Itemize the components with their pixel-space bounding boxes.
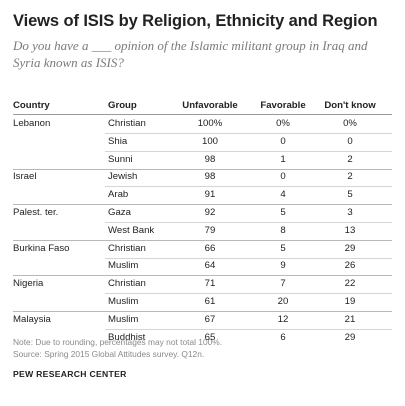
row-favorable-value: 5 bbox=[280, 207, 286, 218]
row-unfavorable-value: 65 bbox=[204, 331, 216, 343]
row-unfavorable-value: 67 bbox=[204, 313, 216, 325]
row-group: Muslim bbox=[108, 260, 139, 272]
chart-title: Views of ISIS by Religion, Ethnicity and… bbox=[13, 12, 378, 30]
column-header-group: Group bbox=[108, 100, 137, 111]
row-group: West Bank bbox=[108, 224, 155, 236]
row-group: Sunni bbox=[108, 153, 133, 165]
table-row: Arab 91 4 5 bbox=[0, 186, 405, 206]
row-group: Christian bbox=[108, 118, 146, 129]
row-favorable-value: 1 bbox=[280, 153, 286, 165]
column-header-dont-know: Don't know bbox=[324, 100, 376, 111]
rounding-note: Note: Due to rounding, percentages may n… bbox=[13, 337, 223, 347]
row-favorable-value: 9 bbox=[280, 260, 286, 272]
table-row: Malaysia Muslim 67 12 21 bbox=[0, 311, 405, 330]
table-row: Sunni 98 1 2 bbox=[0, 151, 405, 170]
row-divider bbox=[13, 168, 392, 170]
row-unfavorable-value: 91 bbox=[204, 189, 216, 201]
row-group: Arab bbox=[108, 189, 129, 201]
row-unfavorable-value: 71 bbox=[204, 278, 216, 290]
table-row: Buddhist 65 6 29 bbox=[0, 329, 405, 348]
row-country: Burkina Faso bbox=[13, 242, 70, 254]
row-divider bbox=[105, 133, 392, 134]
row-divider bbox=[13, 239, 392, 241]
row-unfavorable-value: 98 bbox=[204, 153, 216, 165]
row-dont-know-value: 21 bbox=[344, 313, 356, 325]
table-row: Lebanon Christian 100% 0% 0% bbox=[0, 115, 405, 134]
row-dont-know-value: 0 bbox=[347, 135, 353, 147]
row-country: Nigeria bbox=[13, 278, 44, 290]
table-row: Muslim 61 20 19 bbox=[0, 293, 405, 312]
row-dont-know-value: 2 bbox=[347, 153, 353, 165]
row-divider bbox=[105, 150, 392, 152]
source-note: Source: Spring 2015 Global Attitudes sur… bbox=[13, 349, 205, 359]
header-divider bbox=[13, 114, 392, 115]
row-dont-know-value: 3 bbox=[347, 207, 353, 218]
row-favorable-value: 0 bbox=[280, 135, 286, 147]
column-header-unfavorable: Unfavorable bbox=[182, 100, 238, 111]
row-dont-know-value: 19 bbox=[344, 296, 356, 307]
row-group: Muslim bbox=[108, 313, 139, 325]
row-group: Muslim bbox=[108, 296, 139, 307]
row-group: Christian bbox=[108, 278, 146, 290]
row-divider bbox=[105, 293, 392, 295]
row-divider bbox=[105, 186, 392, 188]
row-favorable-value: 20 bbox=[277, 296, 289, 307]
row-unfavorable-value: 79 bbox=[204, 224, 216, 236]
row-dont-know-value: 13 bbox=[344, 224, 356, 236]
row-favorable-value: 5 bbox=[280, 242, 286, 254]
row-dont-know-value: 29 bbox=[344, 242, 356, 254]
table-row: Muslim 64 9 26 bbox=[0, 257, 405, 277]
column-header-favorable: Favorable bbox=[260, 100, 306, 111]
row-dont-know-value: 0% bbox=[343, 118, 357, 129]
table-row: Shia 100 0 0 bbox=[0, 133, 405, 152]
row-country: Lebanon bbox=[13, 118, 51, 129]
row-unfavorable-value: 66 bbox=[204, 242, 216, 254]
row-favorable-value: 6 bbox=[280, 331, 286, 343]
row-group: Gaza bbox=[108, 207, 131, 218]
row-dont-know-value: 29 bbox=[344, 331, 356, 343]
row-favorable-value: 0% bbox=[276, 118, 290, 129]
row-divider bbox=[105, 257, 392, 259]
table-row: West Bank 79 8 13 bbox=[0, 222, 405, 241]
row-favorable-value: 7 bbox=[280, 278, 286, 290]
row-unfavorable-value: 92 bbox=[204, 207, 216, 218]
organization-label: PEW RESEARCH CENTER bbox=[13, 369, 127, 379]
row-favorable-value: 0 bbox=[280, 171, 286, 183]
row-divider bbox=[105, 328, 392, 330]
row-divider bbox=[13, 311, 392, 312]
chart-subtitle: Do you have a ___ opinion of the Islamic… bbox=[13, 38, 368, 70]
row-dont-know-value: 22 bbox=[344, 278, 356, 290]
row-dont-know-value: 26 bbox=[344, 260, 356, 272]
row-dont-know-value: 5 bbox=[347, 189, 353, 201]
row-favorable-value: 4 bbox=[280, 189, 286, 201]
column-header-country: Country bbox=[13, 100, 50, 111]
row-favorable-value: 8 bbox=[280, 224, 286, 236]
table-row: Nigeria Christian 71 7 22 bbox=[0, 275, 405, 295]
row-unfavorable-value: 98 bbox=[204, 171, 216, 183]
row-unfavorable-value: 100 bbox=[201, 135, 218, 147]
table-row: Palest. ter. Gaza 92 5 3 bbox=[0, 204, 405, 223]
row-country: Israel bbox=[13, 171, 37, 183]
row-dont-know-value: 2 bbox=[347, 171, 353, 183]
row-divider bbox=[105, 222, 392, 223]
row-group: Buddhist bbox=[108, 331, 146, 343]
row-country: Palest. ter. bbox=[13, 207, 59, 218]
row-divider bbox=[13, 275, 392, 277]
row-group: Jewish bbox=[108, 171, 138, 183]
row-country: Malaysia bbox=[13, 313, 51, 325]
row-unfavorable-value: 61 bbox=[204, 296, 216, 307]
row-group: Shia bbox=[108, 135, 128, 147]
row-favorable-value: 12 bbox=[277, 313, 289, 325]
row-unfavorable-value: 100% bbox=[197, 118, 223, 129]
table-row: Burkina Faso Christian 66 5 29 bbox=[0, 240, 405, 259]
row-divider bbox=[13, 204, 392, 206]
row-unfavorable-value: 64 bbox=[204, 260, 216, 272]
table-row: Israel Jewish 98 0 2 bbox=[0, 168, 405, 188]
row-group: Christian bbox=[108, 242, 146, 254]
